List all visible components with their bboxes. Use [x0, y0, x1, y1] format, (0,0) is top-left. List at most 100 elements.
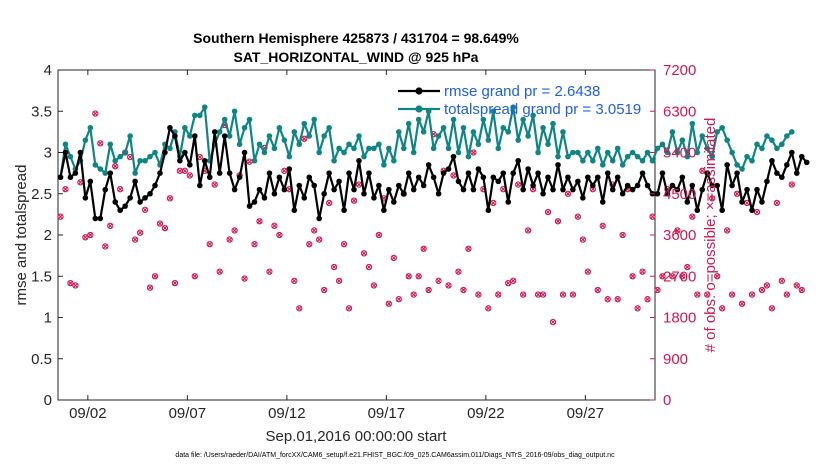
spread-data-point	[594, 145, 601, 152]
obs-possible-marker	[360, 250, 368, 257]
obs-possible-marker	[460, 286, 467, 294]
spread-data-point	[266, 133, 273, 139]
y-tick-label: 1	[44, 310, 52, 327]
rmse-data-point	[371, 195, 377, 201]
rmse-data-point	[480, 174, 487, 181]
spread-data-point	[649, 157, 656, 164]
spread-data-point	[774, 145, 780, 152]
rmse-data-point	[221, 133, 228, 139]
obs-assimilated-marker	[659, 273, 666, 279]
obs-assimilated-marker	[411, 291, 417, 298]
rmse-data-point	[206, 174, 213, 181]
rmse-data-point	[316, 215, 322, 222]
rmse-data-point	[784, 162, 790, 168]
rmse-data-point	[450, 153, 457, 160]
obs-assimilated-marker	[460, 287, 467, 293]
obs-assimilated-marker	[799, 287, 805, 293]
spread-data-point	[440, 124, 447, 131]
obs-assimilated-marker	[336, 278, 342, 284]
obs-possible-marker	[276, 231, 283, 239]
obs-possible-marker	[594, 286, 601, 294]
rmse-data-point	[435, 190, 442, 197]
rmse-data-point	[764, 178, 770, 185]
rmse-data-point	[699, 186, 706, 193]
spread-data-point	[480, 116, 487, 123]
obs-assimilated-marker	[729, 291, 735, 298]
obs-possible-marker	[763, 282, 771, 289]
rmse-data-point	[331, 186, 337, 193]
y-tick-label: 1.5	[31, 268, 52, 285]
obs-possible-marker	[773, 199, 781, 207]
obs-possible-marker	[410, 291, 417, 298]
spread-data-point	[241, 124, 248, 131]
rmse-data-point	[311, 182, 318, 189]
rmse-data-point	[266, 170, 273, 176]
obs-possible-marker	[485, 305, 492, 312]
obs-possible-marker	[619, 231, 626, 239]
rmse-data-point	[674, 186, 681, 193]
rmse-data-point	[520, 186, 526, 193]
rmse-data-point	[530, 182, 536, 189]
rmse-data-point	[525, 166, 531, 172]
spread-data-point	[510, 104, 517, 110]
spread-data-point	[545, 141, 551, 148]
rmse-data-point	[624, 182, 631, 189]
legend-rmse-label: rmse grand pr = 2.6438	[444, 83, 600, 100]
rmse-data-point	[614, 174, 621, 181]
rmse-data-point	[629, 186, 636, 193]
rmse-data-point	[172, 133, 178, 139]
obs-possible-marker	[136, 229, 144, 236]
obs-assimilated-marker	[351, 198, 357, 204]
spread-data-point	[664, 149, 671, 156]
obs-assimilated-marker	[77, 179, 83, 185]
obs-possible-marker	[107, 222, 114, 229]
rmse-data-point	[381, 207, 387, 214]
rmse-data-point	[107, 170, 114, 176]
obs-assimilated-marker	[421, 246, 427, 252]
rmse-data-point	[789, 149, 795, 156]
rmse-data-point	[779, 174, 785, 181]
obs-possible-marker	[370, 282, 378, 289]
obs-possible-marker	[102, 243, 109, 250]
obs-possible-marker	[291, 277, 298, 284]
obs-possible-marker	[704, 291, 711, 298]
obs-assimilated-marker	[241, 275, 248, 282]
obs-assimilated-marker	[271, 223, 278, 229]
rmse-data-point	[92, 215, 99, 222]
obs-possible-marker	[420, 245, 427, 252]
obs-assimilated-marker	[620, 232, 626, 238]
obs-possible-marker	[689, 213, 696, 220]
spread-data-point	[590, 157, 596, 164]
obs-assimilated-marker	[749, 291, 755, 298]
obs-assimilated-marker	[132, 236, 138, 243]
spread-data-point	[341, 149, 347, 156]
obs-possible-marker	[768, 305, 776, 312]
spread-data-point	[565, 153, 571, 160]
obs-possible-marker	[226, 236, 233, 243]
spread-data-point	[679, 137, 686, 143]
rmse-data-point	[445, 166, 452, 172]
y2-axis-label: # of obs: o=possible; ×=assimilated	[702, 118, 719, 353]
obs-possible-marker	[515, 181, 522, 188]
rmse-data-point	[793, 170, 800, 176]
spread-data-point	[599, 162, 606, 168]
obs-assimilated-marker	[495, 291, 501, 298]
y2-tick-label: 900	[663, 351, 688, 368]
spread-data-point	[629, 149, 636, 156]
rmse-data-point	[226, 170, 233, 176]
rmse-data-point	[510, 170, 517, 176]
spread-data-point	[490, 108, 497, 115]
rmse-data-point	[719, 207, 725, 214]
obs-possible-marker	[654, 286, 661, 294]
rmse-data-point	[127, 195, 133, 201]
obs-possible-marker	[455, 268, 462, 275]
obs-possible-marker	[231, 227, 238, 234]
spread-data-point	[67, 153, 74, 160]
y-tick-label: 0.5	[31, 351, 52, 368]
obs-possible-marker	[684, 263, 691, 271]
spread-data-point	[137, 157, 143, 164]
obs-possible-marker	[544, 208, 552, 216]
rmse-data-point	[714, 182, 720, 189]
obs-assimilated-marker	[595, 287, 601, 293]
spread-data-point	[167, 145, 173, 152]
